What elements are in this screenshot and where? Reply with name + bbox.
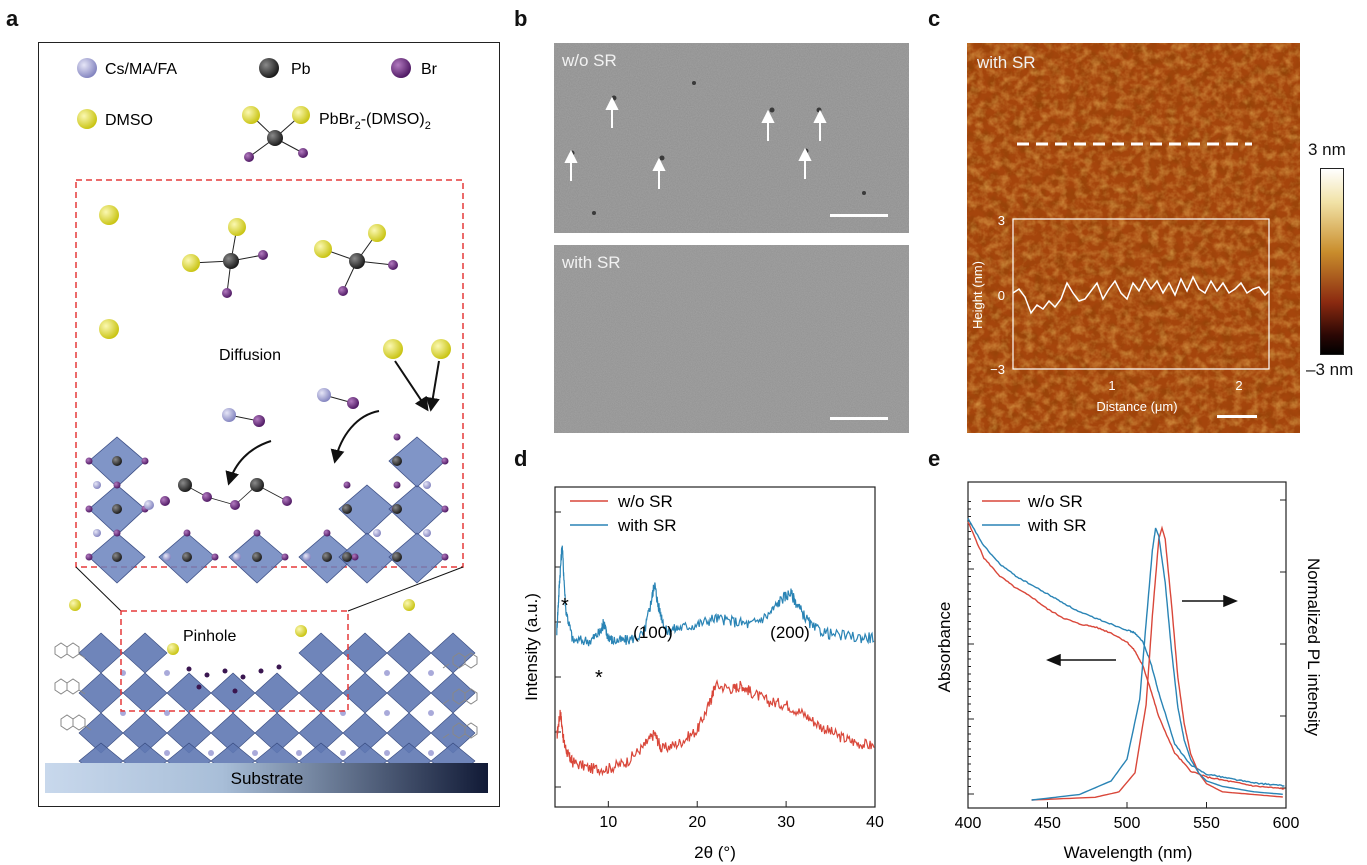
dmso-sphere <box>403 599 415 611</box>
br-legend-label: Br <box>421 61 438 78</box>
axis-direction-arrows <box>1046 594 1238 667</box>
pinhole-label: Pinhole <box>183 628 236 645</box>
abs-pl-legend-label: with SR <box>1027 516 1087 535</box>
sem-title-without-sr: w/o SR <box>562 51 617 70</box>
inset-xtick-2: 2 <box>1235 378 1242 393</box>
sem-image-without-sr: w/o SR <box>554 43 909 233</box>
dmso-sphere <box>167 643 179 655</box>
xrd-series-0 <box>556 679 875 777</box>
zoom-connector-right <box>347 566 464 612</box>
dmso-sphere <box>295 625 307 637</box>
abs-pl-xtick-label: 550 <box>1193 815 1220 832</box>
xrd-chart: 10 20 30 40 w/o SR with SR * * (100) (200) 2… <box>522 486 884 862</box>
diffusion-molecules <box>99 205 451 427</box>
dmso-legend-sphere <box>77 109 97 129</box>
cs-legend-label: Cs/MA/FA <box>105 61 177 78</box>
complex-legend-molecule <box>242 106 310 162</box>
additive-molecules <box>54 642 478 739</box>
xrd-xtick-label: 40 <box>866 814 884 831</box>
abs-pl-series-0 <box>967 521 1285 790</box>
peak-label-200: (200) <box>770 623 810 642</box>
dmso-legend-label: DMSO <box>105 112 153 129</box>
height-colorbar <box>1320 168 1344 355</box>
abs-pl-xtick-label: 600 <box>1273 815 1300 832</box>
impurity-marker: * <box>595 667 603 689</box>
peak-label-100: (100) <box>633 623 673 642</box>
abs-pl-xtick-label: 500 <box>1114 815 1141 832</box>
diffusion-arrows <box>225 360 440 486</box>
inset-ytick-bottom: −3 <box>990 362 1005 377</box>
sem-image-with-sr: with SR <box>554 245 909 433</box>
colorbar-max-label: 3 nm <box>1308 140 1346 159</box>
pinhole-arrows <box>564 96 827 189</box>
panel-d-label: d <box>514 446 528 471</box>
substrate-bar <box>45 763 488 793</box>
pb-legend-label: Pb <box>291 61 311 78</box>
scale-bar <box>830 214 888 217</box>
abs-pl-series-1 <box>967 518 1285 787</box>
zoom-lattice <box>85 433 449 584</box>
zoom-connector-left <box>75 566 122 612</box>
xrd-series-1 <box>556 545 875 647</box>
abs-pl-xtick-label: 400 <box>955 815 982 832</box>
cs-legend-sphere <box>77 58 97 78</box>
scale-bar <box>1217 415 1257 418</box>
absorbance-ylabel: Absorbance <box>935 602 954 693</box>
abs-pl-xlabel: Wavelength (nm) <box>1064 843 1193 862</box>
abs-pl-legend-label: w/o SR <box>1027 492 1083 511</box>
xrd-legend-label: with SR <box>617 516 677 535</box>
br-legend-sphere <box>391 58 411 78</box>
xrd-axes-frame <box>554 486 876 808</box>
inset-xtick-1: 1 <box>1108 378 1115 393</box>
dmso-sphere <box>69 599 81 611</box>
inset-ytick-mid: 0 <box>998 288 1005 303</box>
inset-ylabel: Height (nm) <box>970 261 985 329</box>
pl-ylabel: Normalized PL intensity <box>1304 558 1323 736</box>
xrd-xlabel: 2θ (°) <box>694 843 736 862</box>
xrd-xtick-label: 20 <box>688 814 706 831</box>
abs-pl-xtick-label: 450 <box>1034 815 1061 832</box>
inset-ytick-top: 3 <box>998 213 1005 228</box>
scale-bar <box>830 417 888 420</box>
colorbar-min-label: –3 nm <box>1306 360 1354 379</box>
afm-title: with SR <box>977 53 1036 72</box>
sem-title-with-sr: with SR <box>562 253 621 272</box>
afm-image: 3 0 −3 1 2 Distance (μm) Height (nm) wit… <box>967 43 1300 433</box>
panel-a-label: a <box>6 6 19 31</box>
abs-pl-series-2 <box>1031 525 1283 801</box>
panel-e-label: e <box>928 446 941 471</box>
panel-c-label: c <box>928 6 941 31</box>
inset-xlabel: Distance (μm) <box>1096 399 1177 414</box>
abs-pl-series-3 <box>1031 527 1283 801</box>
xrd-xtick-label: 10 <box>599 814 617 831</box>
diffusion-label: Diffusion <box>219 347 281 364</box>
impurity-marker: * <box>561 595 569 617</box>
xrd-legend-label: w/o SR <box>617 492 673 511</box>
xrd-ylabel: Intensity (a.u.) <box>522 593 541 701</box>
complex-legend-label: PbBr2-(DMSO)2 <box>319 111 431 132</box>
absorbance-pl-chart: 400 450 500 550 600 w/o SR with SR Wavelength… <box>935 481 1323 862</box>
zoom-box <box>75 179 464 568</box>
pinhole-box <box>120 610 349 712</box>
panel-b-label: b <box>514 6 528 31</box>
substrate-label: Substrate <box>231 769 304 788</box>
height-profile-trace <box>1012 275 1270 315</box>
pb-legend-sphere <box>259 58 279 78</box>
perovskite-schematic: Cs/MA/FA Pb Br DMSO PbBr2-(DMSO)2 <box>45 58 488 793</box>
xrd-xtick-label: 30 <box>777 814 795 831</box>
bulk-film-lattice <box>78 632 476 780</box>
panel-a-frame: Cs/MA/FA Pb Br DMSO PbBr2-(DMSO)2 <box>38 42 500 807</box>
height-profile-inset <box>1012 218 1270 370</box>
